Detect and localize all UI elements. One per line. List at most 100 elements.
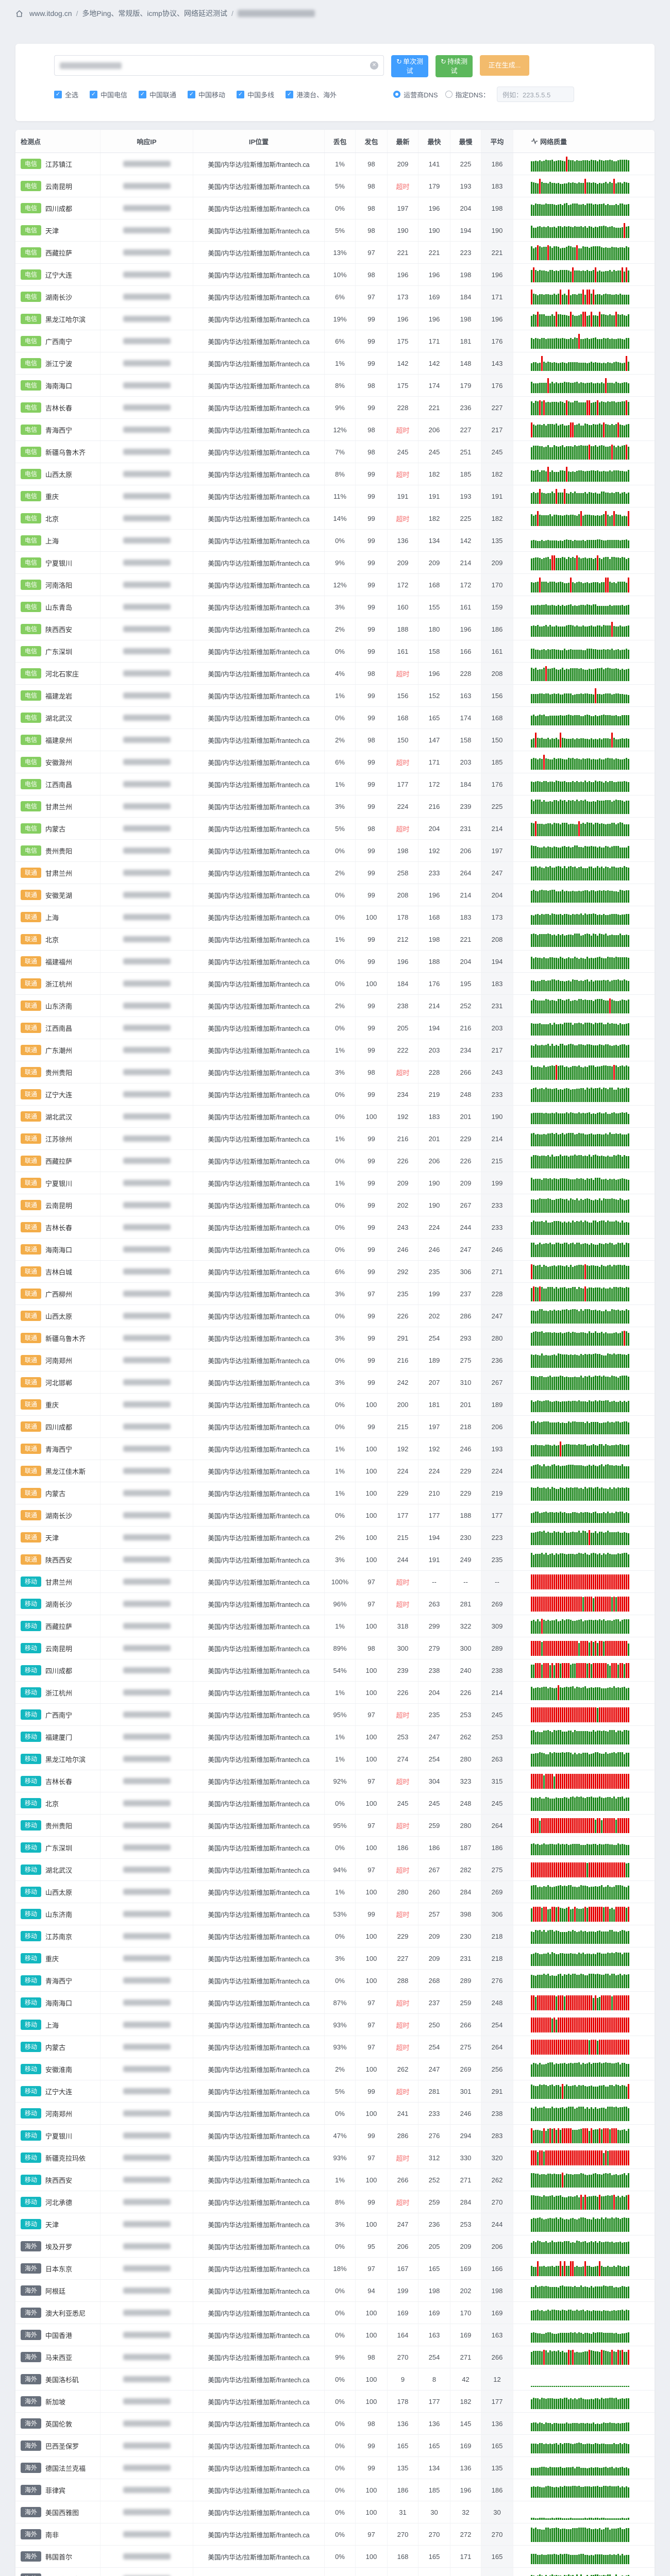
loss-cell: 47%: [325, 2125, 356, 2146]
home-icon[interactable]: [15, 10, 23, 18]
checkbox-checked-icon[interactable]: ✓: [139, 90, 147, 98]
sent-cell: 99: [356, 1083, 388, 1105]
node-name: 山东青岛: [45, 603, 73, 612]
checkbox-checked-icon[interactable]: ✓: [54, 90, 62, 98]
node-cell: 移动 天津: [15, 2213, 100, 2235]
generating-button[interactable]: 正在生成...: [480, 55, 529, 76]
slowest-cell: 248: [450, 1792, 481, 1814]
loss-cell: 1%: [325, 1726, 356, 1748]
carrier-badge: 电信: [21, 358, 41, 368]
sent-cell: 95: [356, 2235, 388, 2257]
sent-cell: 100: [356, 1482, 388, 1504]
response-ip-blurred: [123, 1047, 171, 1053]
slowest-cell: 239: [450, 795, 481, 817]
quality-bar-chart: [531, 1906, 630, 1922]
average-cell: 163: [481, 2324, 513, 2346]
slowest-cell: 196: [450, 2568, 481, 2576]
slowest-cell: 275: [450, 2036, 481, 2058]
slowest-cell: 204: [450, 197, 481, 219]
carrier-badge: 电信: [21, 469, 41, 479]
response-ip-blurred: [123, 249, 171, 256]
response-ip-blurred: [123, 1933, 171, 1939]
quality-bar-chart: [531, 1352, 630, 1368]
ip-location-cell: 美国/内华达/拉斯维加斯/frantech.ca: [193, 197, 325, 219]
checkbox-checked-icon[interactable]: ✓: [90, 90, 98, 98]
quality-bar-chart: [531, 776, 630, 792]
loss-cell: 0%: [325, 951, 356, 972]
node-name: 吉林长春: [45, 1224, 73, 1232]
response-ip-cell: [100, 1682, 193, 1703]
radio-isp-dns-radio-icon[interactable]: [393, 91, 401, 98]
node-name: 陕西西安: [45, 2176, 73, 2184]
table-row: 海外 英国伦敦 美国/内华达/拉斯维加斯/frantech.ca 0% 98 136 136…: [15, 2413, 655, 2435]
response-ip-blurred: [123, 2155, 171, 2161]
quality-bar-chart: [531, 1862, 630, 1877]
fastest-cell: 182: [418, 507, 450, 529]
node-cell: 移动 河北承德: [15, 2191, 100, 2213]
slowest-cell: 282: [450, 1859, 481, 1880]
latest-cell: 150: [388, 729, 418, 751]
node-cell: 电信 甘肃兰州: [15, 795, 100, 817]
average-cell: 247: [481, 862, 513, 884]
carrier-badge: 电信: [21, 557, 41, 568]
table-row: 移动 江苏南京 美国/内华达/拉斯维加斯/frantech.ca 0% 100 229 20…: [15, 1925, 655, 1947]
radio-custom-dns-radio-icon[interactable]: [445, 91, 453, 98]
quality-cell: [513, 2191, 655, 2213]
node-name: 山西太原: [45, 1312, 73, 1320]
checkbox-checked-icon[interactable]: ✓: [237, 90, 245, 98]
checkbox-carrier-1[interactable]: ✓ 中国电信: [90, 90, 127, 99]
sent-cell: 100: [356, 1682, 388, 1703]
radio-custom-dns[interactable]: 指定DNS：: [445, 90, 490, 99]
checkbox-carrier-4[interactable]: ✓ 中国多线: [237, 90, 274, 99]
loss-cell: 2%: [325, 995, 356, 1016]
carrier-badge: 移动: [21, 2130, 41, 2141]
table-row: 电信 山东青岛 美国/内华达/拉斯维加斯/frantech.ca 3% 99 160 155…: [15, 596, 655, 618]
slowest-cell: 294: [450, 2125, 481, 2146]
latest-cell: 215: [388, 1416, 418, 1437]
latest-cell: 216: [388, 1349, 418, 1371]
slowest-cell: 193: [450, 485, 481, 507]
continuous-test-button[interactable]: ↻ 持续测试: [435, 55, 473, 78]
response-ip-blurred: [123, 1911, 171, 1917]
response-ip-cell: [100, 729, 193, 751]
response-ip-blurred: [123, 2553, 171, 2560]
ip-location-cell: 美国/内华达/拉斯维加斯/frantech.ca: [193, 1349, 325, 1371]
node-cell: 联通 上海: [15, 906, 100, 928]
node-cell: 移动 四川成都: [15, 1659, 100, 1681]
carrier-badge: 联通: [21, 1001, 41, 1011]
fastest-cell: 196: [418, 884, 450, 906]
radio-isp-dns[interactable]: 运营商DNS: [393, 90, 438, 99]
dns-input[interactable]: 例如：223.5.5.5: [497, 87, 574, 103]
node-name: 青海西宁: [45, 426, 73, 434]
slowest-cell: 271: [450, 2346, 481, 2368]
node-name: 阿根廷: [45, 2287, 66, 2295]
response-ip-cell: [100, 375, 193, 396]
breadcrumb-site[interactable]: www.itdog.cn: [29, 9, 72, 18]
clear-input-icon[interactable]: ✕: [370, 61, 378, 70]
checkbox-carrier-5[interactable]: ✓ 港澳台、海外: [286, 90, 337, 99]
latest-cell: 241: [388, 2103, 418, 2124]
carrier-badge: 电信: [21, 735, 41, 745]
sent-cell: 99: [356, 330, 388, 352]
checkbox-select-all[interactable]: ✓ 全选: [54, 90, 78, 99]
checkbox-carrier-2[interactable]: ✓ 中国联通: [139, 90, 176, 99]
host-input[interactable]: ✕: [54, 55, 384, 76]
single-test-button[interactable]: ↻ 单次测试: [391, 55, 428, 78]
sent-cell: 99: [356, 1327, 388, 1349]
response-ip-cell: [100, 219, 193, 241]
loss-cell: 0%: [325, 707, 356, 728]
checkbox-checked-icon[interactable]: ✓: [188, 90, 196, 98]
table-row: 联通 吉林长春 美国/内华达/拉斯维加斯/frantech.ca 0% 99 243 224…: [15, 1216, 655, 1239]
latest-cell: 超时: [388, 175, 418, 197]
response-ip-cell: [100, 2391, 193, 2412]
checkbox-carrier-3[interactable]: ✓ 中国移动: [188, 90, 225, 99]
loss-cell: 0%: [325, 1837, 356, 1858]
fastest-cell: 191: [418, 1549, 450, 1570]
checkbox-checked-icon[interactable]: ✓: [286, 90, 294, 98]
loss-cell: 5%: [325, 219, 356, 241]
fastest-cell: 204: [418, 1682, 450, 1703]
average-cell: 245: [481, 1704, 513, 1725]
sent-cell: 99: [356, 1261, 388, 1282]
quality-bar-chart: [531, 710, 630, 725]
response-ip-blurred: [123, 737, 171, 743]
